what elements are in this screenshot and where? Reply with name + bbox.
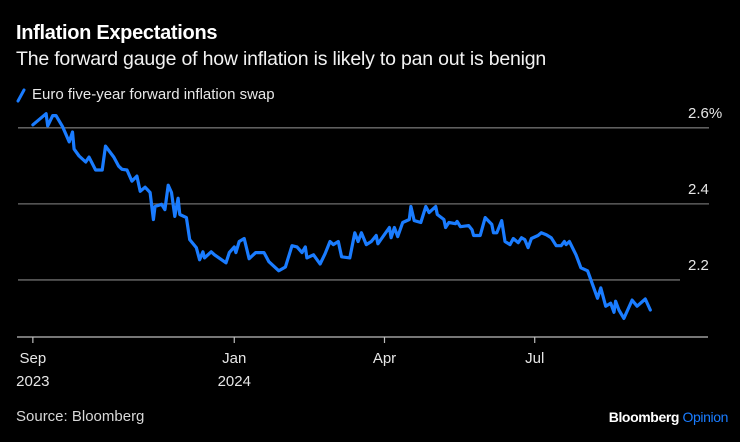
brand-suffix: Opinion: [682, 409, 729, 425]
legend: Euro five-year forward inflation swap: [16, 86, 275, 103]
chart-title: Inflation Expectations: [16, 22, 218, 44]
x-tick-label: Apr: [373, 350, 396, 367]
legend-swatch-icon: [16, 88, 26, 102]
x-tick-year-label: 2024: [218, 373, 251, 390]
x-tick-label: Jan: [222, 350, 246, 367]
x-tick-label: Sep: [20, 350, 47, 367]
y-tick-label: 2.6%: [688, 105, 722, 122]
series-line: [31, 112, 652, 320]
x-tick-label: Jul: [525, 350, 544, 367]
y-tick-label: 2.2: [688, 257, 709, 274]
source-note: Source: Bloomberg: [16, 408, 145, 425]
x-tick-year-label: 2023: [16, 373, 49, 390]
brand-name: Bloomberg: [608, 409, 680, 425]
brand-logo: Bloomberg Opinion: [608, 409, 729, 425]
chart-subtitle: The forward gauge of how inflation is li…: [16, 48, 547, 70]
y-tick-label: 2.4: [688, 181, 709, 198]
legend-label: Euro five-year forward inflation swap: [32, 86, 275, 103]
